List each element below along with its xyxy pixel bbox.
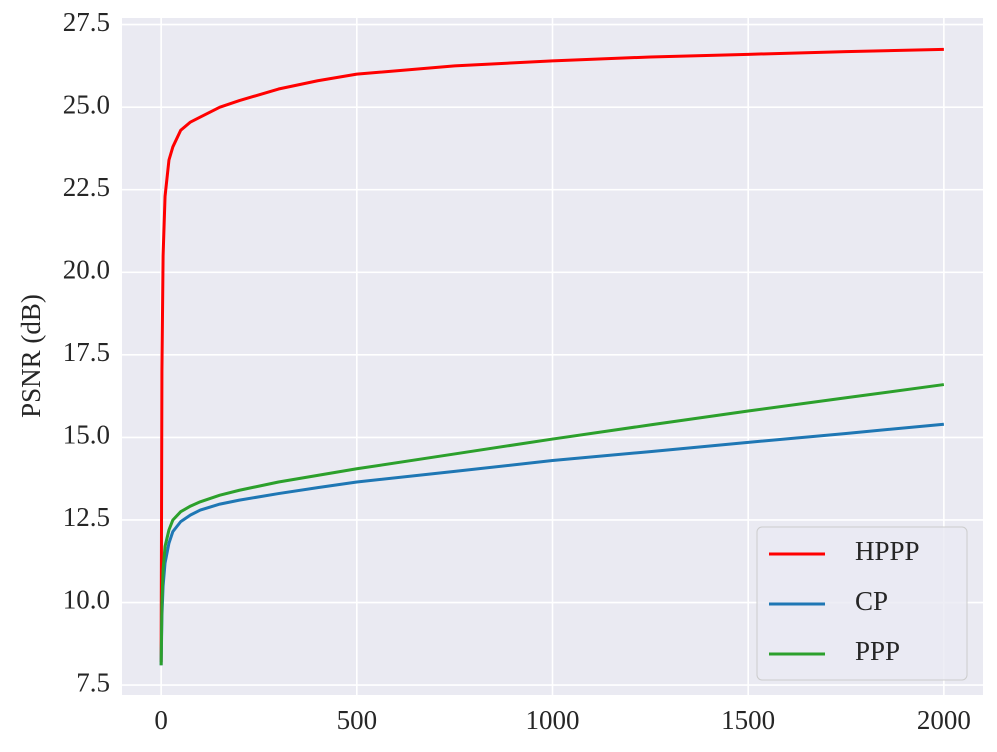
y-tick-label: 22.5: [63, 172, 110, 202]
y-tick-label: 27.5: [63, 7, 110, 37]
series-line: [159, 47, 944, 662]
y-tick-label: 10.0: [63, 585, 110, 615]
y-axis-label: PSNR (dB): [16, 294, 46, 418]
y-tick-label: 12.5: [63, 502, 110, 532]
x-tick-label: 500: [337, 705, 378, 735]
x-tick-label: 1500: [721, 705, 775, 735]
legend-label: HPPP: [855, 536, 920, 566]
x-tick-label: 2000: [917, 705, 971, 735]
y-tick-label: 17.5: [63, 337, 110, 367]
series-line: [159, 422, 945, 666]
y-tick-label: 7.5: [76, 667, 110, 697]
x-tick-label: 0: [154, 705, 168, 735]
y-tick-label: 25.0: [63, 89, 110, 119]
y-tick-label: 20.0: [63, 254, 110, 284]
legend-label: CP: [855, 586, 888, 616]
y-tick-label: 15.0: [63, 420, 110, 450]
x-tick-label: 1000: [526, 705, 580, 735]
legend-box: [756, 526, 968, 681]
legend-label: PPP: [855, 636, 900, 666]
series-line: [159, 383, 945, 666]
